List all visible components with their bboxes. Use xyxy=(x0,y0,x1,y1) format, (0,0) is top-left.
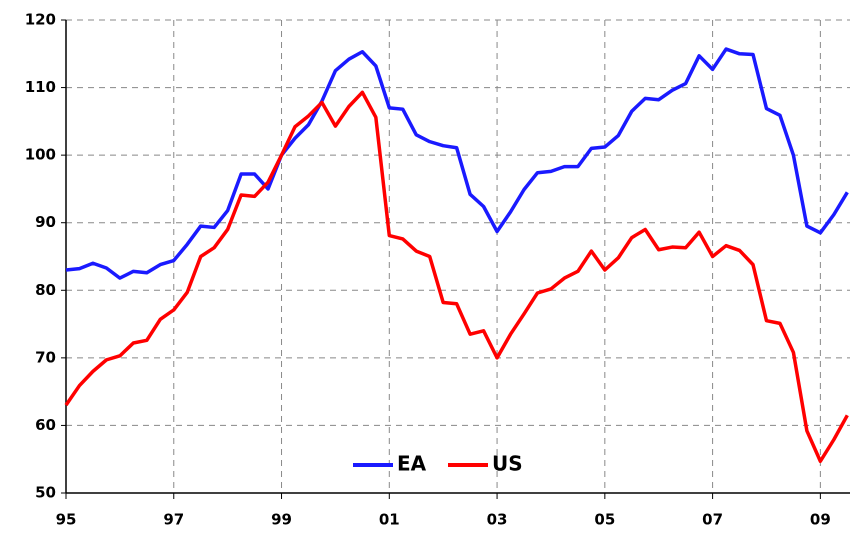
x-tick-label: 97 xyxy=(163,511,184,529)
x-tick-label: 01 xyxy=(379,511,400,529)
x-tick-label: 95 xyxy=(56,511,77,529)
y-tick-label: 80 xyxy=(35,281,56,299)
x-tick-label: 03 xyxy=(487,511,508,529)
legend: EA US xyxy=(353,452,523,476)
y-tick-label: 110 xyxy=(25,78,56,96)
x-tick-label: 99 xyxy=(271,511,292,529)
y-tick-label: 60 xyxy=(35,416,56,434)
y-tick-label: 120 xyxy=(25,11,56,29)
legend-label: EA xyxy=(397,452,427,476)
y-tick-label: 50 xyxy=(35,484,56,502)
y-tick-label: 90 xyxy=(35,213,56,231)
series-line xyxy=(65,47,849,280)
legend-label: US xyxy=(492,452,523,476)
x-tick-label: 05 xyxy=(594,511,615,529)
x-tick-label: 09 xyxy=(810,511,831,529)
y-tick-label: 100 xyxy=(25,146,56,164)
series-line xyxy=(64,90,849,463)
y-tick-label: 70 xyxy=(35,348,56,366)
x-tick-label: 07 xyxy=(702,511,723,529)
